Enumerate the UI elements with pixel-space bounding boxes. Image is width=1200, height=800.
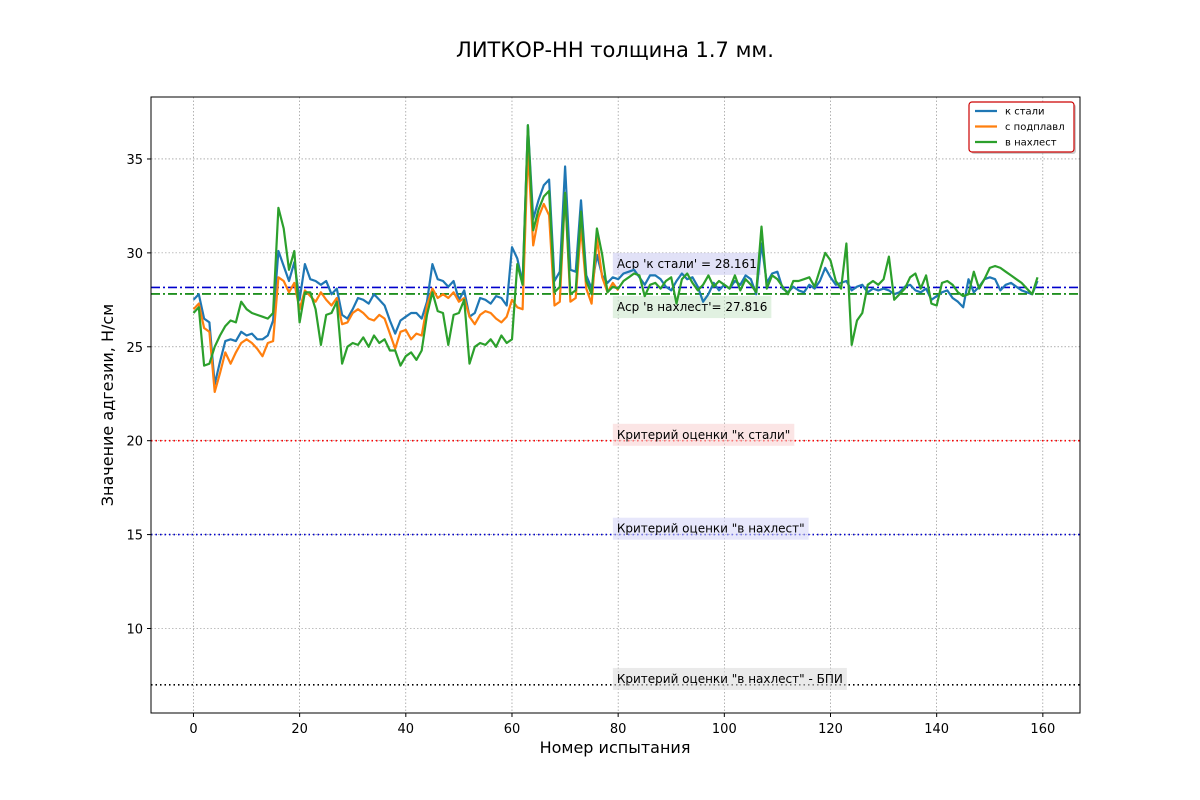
legend: к стали с подплавл в нахлест [968, 101, 1076, 154]
annotation-box: Критерий оценки "в нахлест" [612, 517, 809, 540]
annotation-background [612, 296, 772, 319]
annotation-box: Aср 'к стали' = 28.161 [612, 252, 761, 275]
x-tick-label: 60 [504, 722, 521, 737]
legend-label: в нахлест [1005, 138, 1057, 149]
annotations: Aср 'к стали' = 28.161 Aср 'в нахлест'= 2… [612, 252, 847, 690]
series-line [192, 124, 1039, 367]
x-axis-label: Номер испытания [540, 738, 691, 757]
y-tick-label: 15 [126, 529, 143, 544]
annotation-background [612, 252, 761, 275]
annotation-background [612, 517, 809, 540]
y-tick-label: 35 [126, 153, 143, 168]
legend-label: к стали [1005, 107, 1045, 118]
x-axis-ticks: 0 20 40 60 80 100 120 140 160 [189, 713, 1055, 737]
annotation-text: Aср 'к стали' = 28.161 [617, 257, 757, 271]
x-tick-label: 0 [189, 722, 197, 737]
y-axis-label: Значение адгезии, Н/см [98, 304, 117, 507]
y-tick-label: 20 [126, 435, 143, 450]
annotation-box: Aср 'в нахлест'= 27.816 [612, 296, 772, 319]
annotation-text: Критерий оценки "в нахлест" [617, 522, 805, 536]
annotation-box: Критерий оценки "к стали" [612, 423, 795, 446]
y-tick-label: 30 [126, 247, 143, 262]
annotation-background [612, 423, 795, 446]
y-axis-ticks: 10 15 20 25 30 35 [126, 153, 151, 637]
legend-label: с подплавл [1005, 122, 1065, 133]
series-line [192, 124, 1039, 386]
x-tick-label: 40 [398, 722, 415, 737]
series-lines [192, 124, 1039, 393]
annotation-background [612, 667, 847, 690]
annotation-text: Критерий оценки "к стали" [617, 428, 790, 442]
annotation-text: Критерий оценки "в нахлест" - БПИ [617, 672, 843, 686]
plot-frame [150, 96, 1081, 714]
x-tick-label: 160 [1030, 722, 1055, 737]
annotation-box: Критерий оценки "в нахлест" - БПИ [612, 667, 847, 690]
reference-lines [151, 286, 1080, 686]
legend-frame [968, 101, 1075, 153]
chart-title: ЛИТКОР-НН толщина 1.7 мм. [456, 38, 774, 62]
y-tick-label: 10 [126, 622, 143, 637]
annotation-text: Aср 'в нахлест'= 27.816 [617, 300, 768, 314]
x-tick-label: 120 [818, 722, 843, 737]
series-line [192, 148, 620, 393]
x-tick-label: 100 [712, 722, 737, 737]
y-tick-label: 25 [126, 341, 143, 356]
grid [151, 97, 1080, 713]
x-tick-label: 140 [924, 722, 949, 737]
x-tick-label: 80 [610, 722, 627, 737]
x-tick-label: 20 [291, 722, 308, 737]
